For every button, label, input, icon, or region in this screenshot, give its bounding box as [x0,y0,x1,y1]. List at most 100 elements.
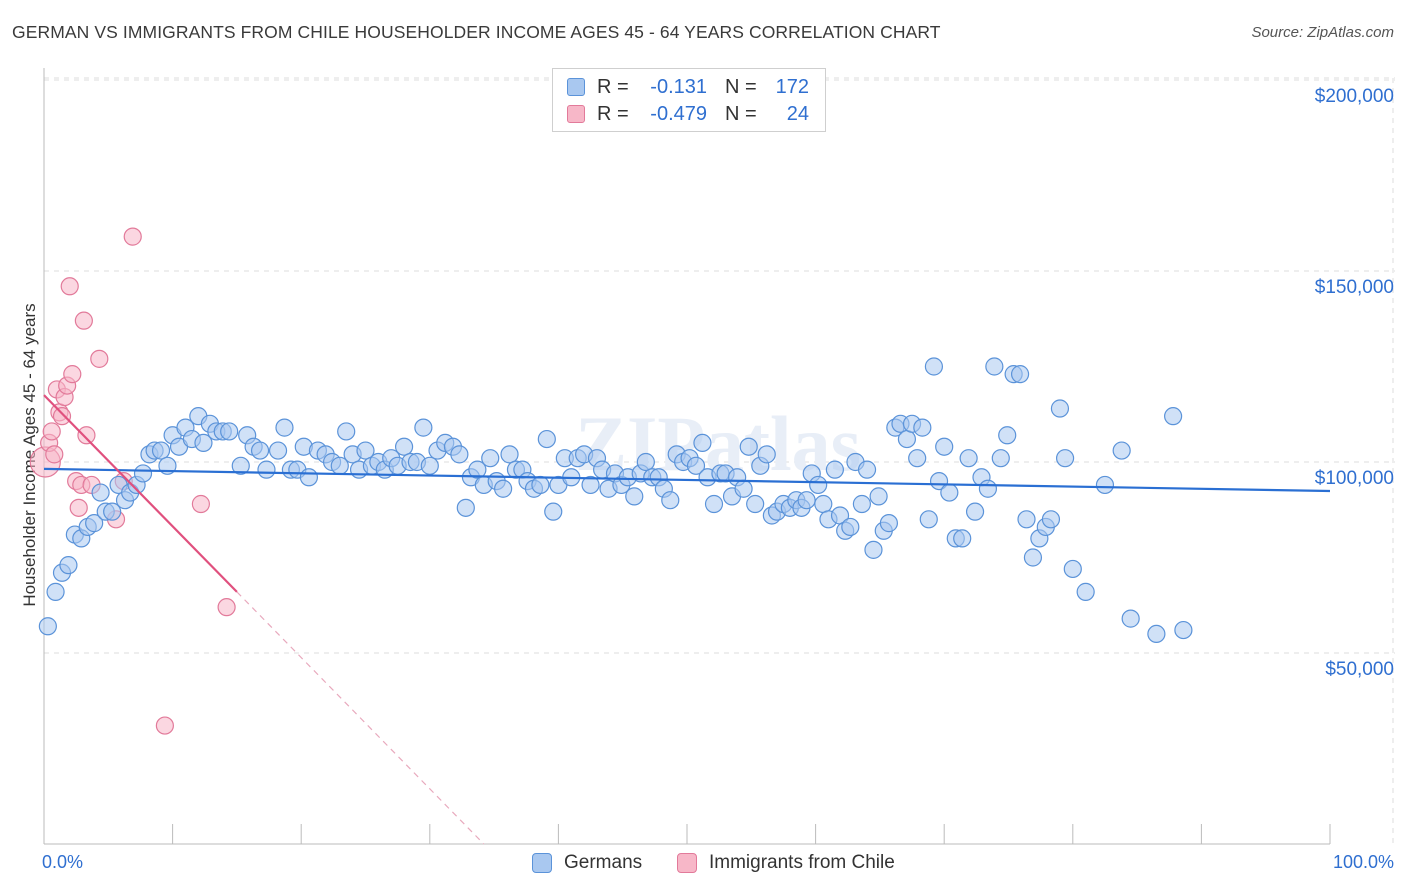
german-point [1041,510,1061,529]
x-tick-label-max: 100.0% [1332,852,1394,872]
german-point [704,494,724,514]
german-point [809,475,828,495]
legend-r-value: -0.479 [650,102,707,125]
series-legend: Germans Immigrants from Chile [0,852,1406,878]
y-tick-label-50000: $50,000 [1325,659,1394,680]
german-point [985,357,1004,376]
german-point [686,456,706,475]
chile-point [69,498,88,517]
chile-point [60,277,79,296]
y-tick-label-200000: $200,000 [1314,86,1394,107]
german-point [625,487,644,506]
german-point [965,502,985,521]
trendlines [43,394,1331,845]
legend-swatch-chile [567,105,585,123]
german-point [151,441,171,460]
german-point [450,445,469,464]
german-point [275,418,294,437]
german-point [1121,609,1140,628]
y-tick-label-150000: $150,000 [1314,277,1394,298]
german-point [919,510,938,529]
germans-trendline [43,467,1331,493]
axes [43,68,1331,845]
german-point [456,498,475,517]
german-point [746,494,765,514]
german-point [1076,582,1095,601]
german-point [693,433,712,452]
german-point [531,475,550,495]
german-point [220,422,239,441]
german-point [959,449,978,468]
legend-row-germans: R = -0.131 N = 172 [567,75,809,99]
german-point [1174,620,1193,640]
german-point [85,514,104,533]
chile-point [155,716,174,735]
german-point [231,456,250,475]
chile-point [123,227,142,246]
german-point [757,445,776,464]
german-point [1050,399,1070,418]
source-label: Source: ZipAtlas.com [1251,24,1394,41]
german-point [1017,510,1036,529]
chile-point [77,426,96,445]
legend-n-value: 172 [775,75,809,98]
german-point [852,494,871,514]
series-label-chile: Immigrants from Chile [709,852,895,873]
german-point [879,514,899,533]
chile-point [63,365,82,384]
german-point [1095,475,1115,495]
german-point [661,491,680,510]
legend-r-label: R = [597,102,629,125]
german-point [1055,449,1075,468]
chile-point [52,407,72,426]
chile-point [45,445,64,464]
german-point [857,460,877,479]
german-point [978,479,998,498]
german-point [257,460,276,479]
series-legend-chile: Immigrants from Chile [677,852,895,874]
german-point [797,491,816,510]
german-point [1023,548,1043,567]
german-point [908,449,927,468]
german-point [337,422,356,441]
german-point [59,556,78,575]
german-point [500,445,519,464]
german-point [869,487,888,506]
legend-r-label: R = [597,75,629,98]
german-point [897,429,917,449]
chile-point [217,598,236,617]
legend-n-label: N = [725,75,757,98]
german-point [998,426,1017,445]
german-point [940,483,959,502]
german-point [1147,624,1166,644]
german-point [1063,559,1082,579]
series-label-germans: Germans [564,852,643,873]
y-tick-label-100000: $100,000 [1314,468,1394,489]
german-point [414,418,433,437]
german-point [814,494,833,514]
german-point [825,460,844,479]
legend-swatch-germans [567,78,585,96]
german-point [935,437,954,456]
german-point [194,433,213,452]
correlation-legend: R = -0.131 N = 172 R = -0.479 N = 24 [552,68,826,132]
german-point [739,437,758,456]
german-point [494,479,513,498]
german-point [636,452,655,472]
german-point [468,460,487,479]
german-point [913,418,932,437]
legend-n-value: 24 [786,102,809,125]
german-point [581,475,600,495]
chile-trendline-extension [236,591,485,845]
legend-n-label: N = [725,102,757,125]
german-point [268,441,288,460]
german-point [953,529,972,548]
german-point [91,483,110,502]
german-point [394,437,414,456]
german-point [299,468,319,487]
legend-row-chile: R = -0.479 N = 24 [567,102,809,126]
german-point [734,479,753,498]
german-point [537,429,556,449]
chile-point [90,349,109,368]
